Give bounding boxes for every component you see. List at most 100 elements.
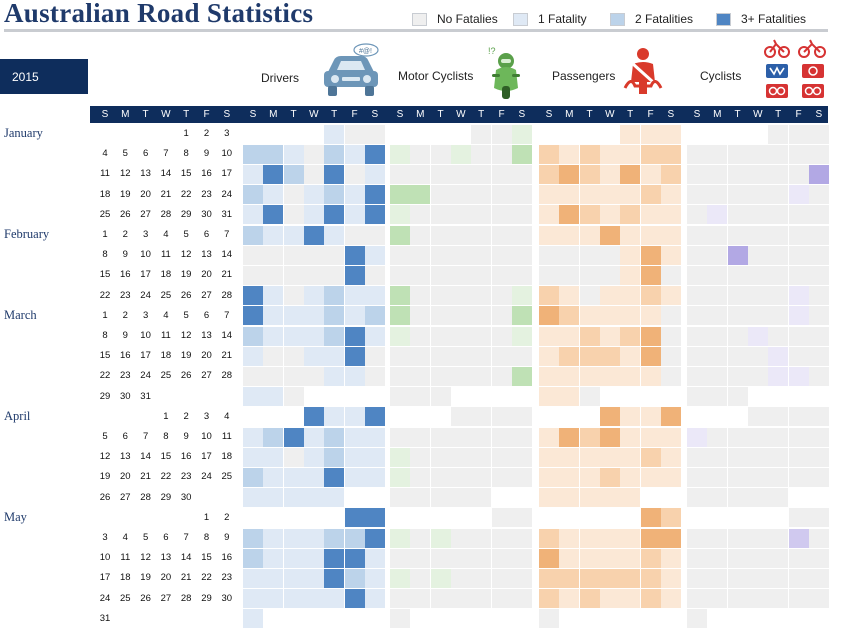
heatmap-cell-drivers[interactable] — [243, 205, 263, 225]
heatmap-cell-cyclists[interactable] — [768, 124, 789, 144]
heatmap-cell-motor-cyclists[interactable] — [450, 205, 471, 225]
heatmap-cell-motor-cyclists[interactable] — [511, 164, 532, 184]
heatmap-cell-drivers[interactable] — [263, 225, 284, 245]
heatmap-cell-drivers[interactable] — [243, 265, 263, 285]
heatmap-cell-drivers[interactable] — [364, 589, 385, 609]
heatmap-cell-cyclists[interactable] — [788, 124, 809, 144]
heatmap-cell-passengers[interactable] — [620, 164, 641, 184]
heatmap-cell-passengers[interactable] — [599, 548, 620, 568]
heatmap-cell-passengers[interactable] — [640, 185, 661, 205]
heatmap-cell-motor-cyclists[interactable] — [491, 124, 512, 144]
heatmap-cell-cyclists[interactable] — [707, 387, 728, 407]
heatmap-cell-passengers[interactable] — [640, 326, 661, 346]
heatmap-cell-motor-cyclists[interactable] — [430, 589, 451, 609]
heatmap-cell-motor-cyclists[interactable] — [471, 286, 492, 306]
heatmap-cell-passengers[interactable] — [539, 205, 559, 225]
heatmap-cell-cyclists[interactable] — [808, 568, 829, 588]
heatmap-cell-passengers[interactable] — [559, 589, 580, 609]
heatmap-cell-cyclists[interactable] — [687, 387, 707, 407]
heatmap-cell-drivers[interactable] — [324, 144, 345, 164]
heatmap-cell-cyclists[interactable] — [727, 245, 748, 265]
heatmap-cell-passengers[interactable] — [640, 225, 661, 245]
heatmap-cell-passengers[interactable] — [559, 447, 580, 467]
heatmap-cell-motor-cyclists[interactable] — [410, 427, 431, 447]
heatmap-cell-motor-cyclists[interactable] — [491, 306, 512, 326]
heatmap-cell-motor-cyclists[interactable] — [430, 326, 451, 346]
heatmap-cell-passengers[interactable] — [599, 185, 620, 205]
heatmap-cell-motor-cyclists[interactable] — [511, 447, 532, 467]
heatmap-cell-motor-cyclists[interactable] — [410, 205, 431, 225]
heatmap-cell-cyclists[interactable] — [687, 447, 707, 467]
heatmap-cell-motor-cyclists[interactable] — [511, 265, 532, 285]
heatmap-cell-drivers[interactable] — [364, 568, 385, 588]
heatmap-cell-passengers[interactable] — [660, 164, 681, 184]
heatmap-cell-motor-cyclists[interactable] — [491, 568, 512, 588]
heatmap-cell-passengers[interactable] — [640, 265, 661, 285]
heatmap-cell-passengers[interactable] — [620, 225, 641, 245]
heatmap-cell-cyclists[interactable] — [747, 144, 768, 164]
heatmap-cell-drivers[interactable] — [283, 306, 304, 326]
heatmap-cell-passengers[interactable] — [539, 185, 559, 205]
heatmap-cell-drivers[interactable] — [303, 528, 324, 548]
heatmap-cell-cyclists[interactable] — [707, 286, 728, 306]
heatmap-cell-drivers[interactable] — [324, 447, 345, 467]
heatmap-cell-drivers[interactable] — [283, 164, 304, 184]
heatmap-cell-passengers[interactable] — [579, 346, 600, 366]
heatmap-cell-cyclists[interactable] — [788, 427, 809, 447]
heatmap-cell-cyclists[interactable] — [687, 568, 707, 588]
heatmap-cell-drivers[interactable] — [263, 548, 284, 568]
heatmap-cell-motor-cyclists[interactable] — [491, 265, 512, 285]
heatmap-cell-passengers[interactable] — [579, 205, 600, 225]
heatmap-cell-passengers[interactable] — [559, 467, 580, 487]
heatmap-cell-cyclists[interactable] — [768, 144, 789, 164]
heatmap-cell-cyclists[interactable] — [687, 366, 707, 386]
heatmap-cell-passengers[interactable] — [559, 245, 580, 265]
heatmap-cell-passengers[interactable] — [559, 387, 580, 407]
heatmap-cell-motor-cyclists[interactable] — [410, 366, 431, 386]
heatmap-cell-drivers[interactable] — [283, 346, 304, 366]
heatmap-cell-motor-cyclists[interactable] — [390, 528, 410, 548]
heatmap-cell-passengers[interactable] — [660, 366, 681, 386]
heatmap-cell-passengers[interactable] — [599, 366, 620, 386]
heatmap-cell-cyclists[interactable] — [727, 568, 748, 588]
heatmap-cell-drivers[interactable] — [283, 467, 304, 487]
heatmap-cell-drivers[interactable] — [263, 366, 284, 386]
heatmap-cell-drivers[interactable] — [364, 286, 385, 306]
heatmap-cell-cyclists[interactable] — [727, 589, 748, 609]
heatmap-cell-passengers[interactable] — [660, 144, 681, 164]
heatmap-cell-drivers[interactable] — [303, 245, 324, 265]
heatmap-cell-cyclists[interactable] — [768, 467, 789, 487]
heatmap-cell-motor-cyclists[interactable] — [491, 467, 512, 487]
heatmap-cell-motor-cyclists[interactable] — [430, 568, 451, 588]
heatmap-cell-drivers[interactable] — [324, 225, 345, 245]
heatmap-cell-cyclists[interactable] — [727, 548, 748, 568]
heatmap-cell-passengers[interactable] — [539, 225, 559, 245]
heatmap-cell-motor-cyclists[interactable] — [491, 427, 512, 447]
heatmap-cell-passengers[interactable] — [620, 346, 641, 366]
heatmap-cell-cyclists[interactable] — [687, 589, 707, 609]
heatmap-cell-motor-cyclists[interactable] — [491, 164, 512, 184]
heatmap-cell-drivers[interactable] — [324, 568, 345, 588]
heatmap-cell-passengers[interactable] — [599, 164, 620, 184]
heatmap-cell-drivers[interactable] — [344, 366, 365, 386]
heatmap-cell-drivers[interactable] — [344, 306, 365, 326]
heatmap-cell-motor-cyclists[interactable] — [450, 265, 471, 285]
heatmap-cell-motor-cyclists[interactable] — [430, 427, 451, 447]
heatmap-cell-motor-cyclists[interactable] — [450, 488, 471, 508]
heatmap-cell-passengers[interactable] — [579, 467, 600, 487]
heatmap-cell-passengers[interactable] — [660, 346, 681, 366]
heatmap-cell-cyclists[interactable] — [768, 548, 789, 568]
heatmap-cell-motor-cyclists[interactable] — [511, 508, 532, 528]
heatmap-cell-drivers[interactable] — [364, 185, 385, 205]
heatmap-cell-motor-cyclists[interactable] — [450, 548, 471, 568]
heatmap-cell-drivers[interactable] — [344, 225, 365, 245]
heatmap-cell-cyclists[interactable] — [687, 164, 707, 184]
heatmap-cell-drivers[interactable] — [364, 508, 385, 528]
heatmap-cell-drivers[interactable] — [263, 144, 284, 164]
heatmap-cell-cyclists[interactable] — [808, 427, 829, 447]
heatmap-cell-cyclists[interactable] — [768, 164, 789, 184]
heatmap-cell-passengers[interactable] — [660, 185, 681, 205]
heatmap-cell-drivers[interactable] — [344, 447, 365, 467]
heatmap-cell-motor-cyclists[interactable] — [511, 185, 532, 205]
heatmap-cell-cyclists[interactable] — [768, 185, 789, 205]
